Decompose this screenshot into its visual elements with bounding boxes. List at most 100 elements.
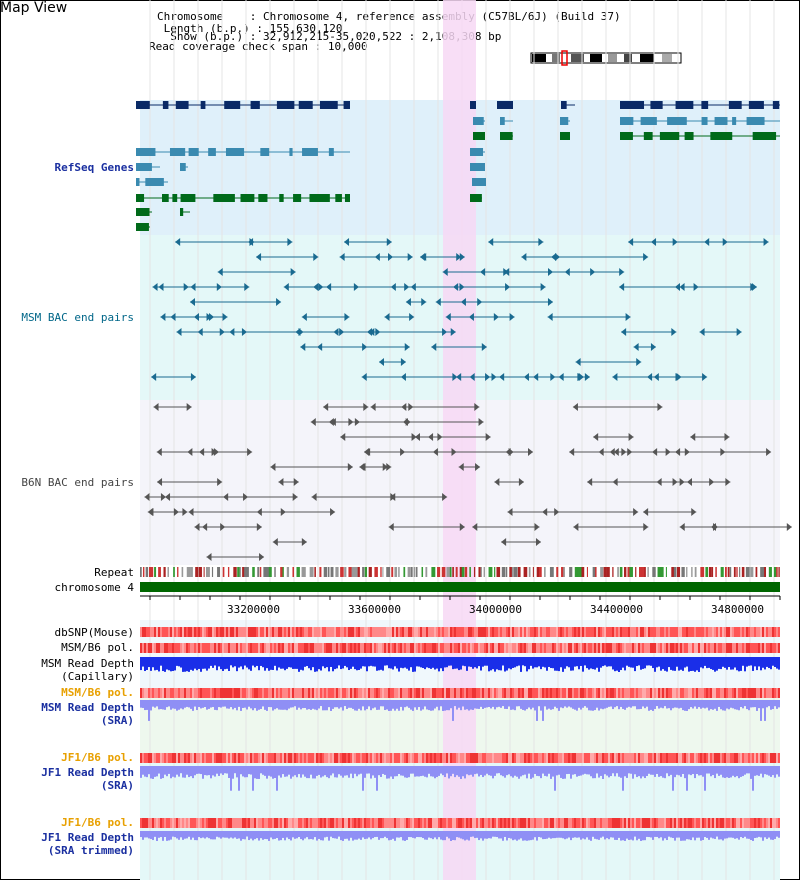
polymorphism-bin xyxy=(210,643,212,653)
polymorphism-bin xyxy=(716,818,718,828)
read-depth-bin xyxy=(338,831,340,837)
polymorphism-bin xyxy=(448,643,450,653)
polymorphism-bin xyxy=(380,643,382,653)
repeat-element xyxy=(705,567,709,577)
polymorphism-bin xyxy=(230,688,232,698)
polymorphism-bin xyxy=(706,627,708,637)
repeat-element xyxy=(461,567,465,577)
repeat-element xyxy=(768,567,772,577)
polymorphism-bin xyxy=(544,643,546,653)
read-depth-bin xyxy=(760,766,762,774)
read-depth-bin xyxy=(204,831,206,839)
polymorphism-bin xyxy=(320,688,322,698)
repeat-element xyxy=(532,567,534,577)
polymorphism-bin xyxy=(588,643,590,653)
polymorphism-bin xyxy=(658,643,660,653)
polymorphism-bin xyxy=(658,753,660,763)
polymorphism-bin xyxy=(642,753,644,763)
read-depth-bin xyxy=(232,700,234,710)
bac-end-marker xyxy=(290,268,296,276)
polymorphism-bin xyxy=(656,753,658,763)
read-depth-bin xyxy=(166,700,168,708)
polymorphism-bin xyxy=(152,753,154,763)
read-depth-bin xyxy=(562,700,564,709)
repeat-element xyxy=(410,567,413,577)
read-depth-bin xyxy=(518,700,520,707)
bac-end-marker xyxy=(256,523,262,531)
polymorphism-bin xyxy=(464,818,466,828)
polymorphism-bin xyxy=(596,753,598,763)
read-depth-bin xyxy=(294,831,296,839)
read-depth-bin xyxy=(412,700,414,711)
polymorphism-bin xyxy=(290,627,292,637)
polymorphism-bin xyxy=(364,753,366,763)
polymorphism-bin xyxy=(482,753,484,763)
polymorphism-bin xyxy=(680,643,682,653)
read-depth-bin xyxy=(600,831,602,838)
read-depth-bin xyxy=(608,700,610,707)
read-depth-bin xyxy=(444,831,446,841)
polymorphism-bin xyxy=(452,627,454,637)
read-depth-bin xyxy=(684,831,686,841)
polymorphism-bin xyxy=(564,643,566,653)
read-depth-bin xyxy=(298,700,300,708)
gene-exon xyxy=(560,117,569,125)
read-depth-bin xyxy=(430,766,432,777)
repeat-element xyxy=(676,567,681,577)
polymorphism-bin xyxy=(482,818,484,828)
read-depth-bin xyxy=(466,766,468,775)
read-depth-bin xyxy=(520,766,522,777)
polymorphism-bin xyxy=(666,688,668,698)
gene-exon xyxy=(180,208,184,216)
gene-exon xyxy=(701,117,708,125)
polymorphism-bin xyxy=(246,627,248,637)
read-depth-bin xyxy=(256,700,258,711)
polymorphism-bin xyxy=(774,818,776,828)
read-depth-bin xyxy=(488,657,490,672)
polymorphism-bin xyxy=(612,688,614,698)
read-depth-bin xyxy=(176,657,178,666)
read-depth-bin xyxy=(300,831,302,840)
read-depth-bin xyxy=(276,700,278,709)
read-depth-bin xyxy=(380,700,382,707)
polymorphism-bin xyxy=(770,688,772,698)
read-depth-bin xyxy=(570,700,572,708)
polymorphism-bin xyxy=(356,753,358,763)
read-depth-bin xyxy=(378,657,380,671)
read-depth-bin xyxy=(312,700,314,709)
polymorphism-bin xyxy=(268,688,270,698)
polymorphism-bin xyxy=(778,643,780,653)
polymorphism-bin xyxy=(518,627,520,637)
polymorphism-bin xyxy=(514,643,516,653)
read-depth-bin xyxy=(334,700,336,708)
read-depth-bin xyxy=(450,766,452,777)
read-depth-bin xyxy=(708,766,710,774)
polymorphism-bin xyxy=(762,627,764,637)
polymorphism-bin xyxy=(560,627,562,637)
polymorphism-bin xyxy=(144,818,146,828)
read-depth-bin xyxy=(220,766,222,774)
polymorphism-bin xyxy=(692,643,694,653)
read-depth-bin xyxy=(570,831,572,841)
read-depth-bin xyxy=(634,700,636,707)
polymorphism-bin xyxy=(332,627,334,637)
polymorphism-bin xyxy=(356,818,358,828)
gene-exon xyxy=(208,148,216,156)
polymorphism-bin xyxy=(150,627,152,637)
polymorphism-bin xyxy=(338,818,340,828)
polymorphism-bin xyxy=(506,627,508,637)
bac-end-marker xyxy=(643,523,649,531)
polymorphism-bin xyxy=(566,818,568,828)
read-depth-bin xyxy=(596,831,598,840)
read-depth-bin xyxy=(736,766,738,777)
polymorphism-bin xyxy=(746,688,748,698)
repeat-element xyxy=(544,567,546,577)
polymorphism-bin xyxy=(494,627,496,637)
read-depth-bin xyxy=(750,766,752,779)
repeat-element xyxy=(222,567,225,577)
read-depth-bin xyxy=(394,657,396,667)
repeat-element xyxy=(452,567,454,577)
polymorphism-bin xyxy=(340,818,342,828)
read-depth-bin xyxy=(292,831,294,838)
